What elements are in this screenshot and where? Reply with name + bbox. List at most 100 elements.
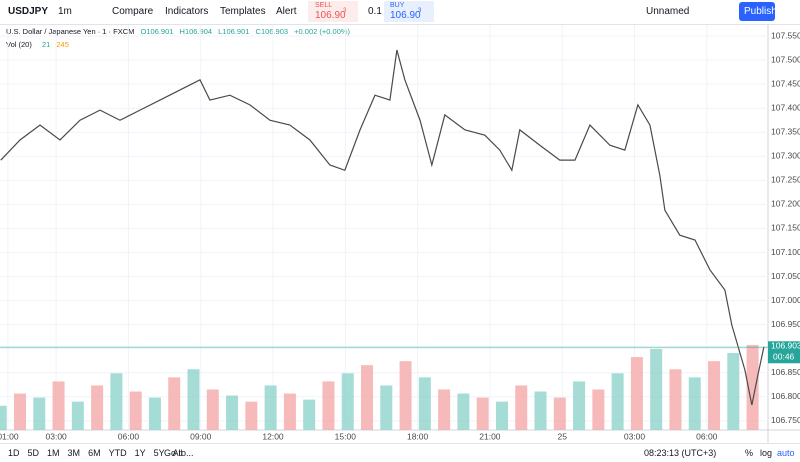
volume-bar (129, 391, 142, 430)
x-tick-label: 15:00 (335, 431, 357, 441)
vol-label: Vol (20) (6, 40, 32, 49)
publish-label: Publish (744, 6, 777, 17)
sell-label: SELL (315, 2, 333, 9)
legend-open: O106.901 (140, 27, 174, 36)
x-tick-label: 21:00 (479, 431, 501, 441)
legend-title: U.S. Dollar / Japanese Yen · 1 · FXCM (6, 27, 135, 36)
range-button[interactable]: All (172, 448, 183, 458)
y-tick-label: 107.500 (771, 54, 800, 64)
y-tick-label: 107.150 (771, 223, 800, 233)
ranges: 1D 5D 1M 3M 6M YTD 1Y 5Y All (8, 448, 191, 458)
sell-price: 106.90 (315, 10, 346, 21)
price-line (0, 49, 765, 406)
current-price-label: 106.903 (771, 341, 800, 351)
y-tick-label: 107.300 (771, 151, 800, 161)
legend-high: H106.904 (179, 27, 213, 36)
legend-change: +0.002 (+0.00%) (294, 27, 351, 36)
volume-bar (476, 397, 489, 430)
countdown: 00:46 (773, 352, 795, 362)
volume-bar (630, 357, 643, 430)
volume-bar (573, 381, 586, 430)
volume-bar (71, 401, 84, 430)
y-tick-label: 107.100 (771, 247, 800, 257)
toolbar: USDJPY 1m Compare Indicators Templates A… (0, 0, 800, 25)
alert[interactable]: Alert (276, 6, 297, 17)
clock: 08:23:13 (UTC+3) (644, 448, 717, 458)
volume-bar (361, 365, 374, 430)
chart: 106.750106.800106.850106.900106.950107.0… (0, 25, 800, 443)
goto[interactable]: Go to... (164, 448, 194, 458)
volume-bar (341, 373, 354, 430)
volume-bar (746, 344, 759, 430)
buy-label: BUY (390, 2, 405, 9)
volume-bar (688, 377, 701, 430)
volume-bar (380, 385, 393, 430)
range-button[interactable]: 3M (67, 448, 81, 458)
current-price-box (768, 341, 800, 364)
range-button[interactable]: 5Y (153, 448, 165, 458)
indicators[interactable]: Indicators (165, 6, 209, 17)
vol-ma: 245 (56, 40, 69, 49)
volume-bar (14, 393, 27, 430)
x-tick-label: 03:00 (624, 431, 646, 441)
interval[interactable]: 1m (58, 6, 72, 17)
volume-bar (0, 405, 7, 430)
symbol[interactable]: USDJPY (8, 6, 49, 17)
buy-price: 106.90 (390, 10, 421, 21)
volume-bar (592, 389, 605, 430)
volume-bar (515, 385, 528, 430)
range-button[interactable]: 5D (27, 448, 40, 458)
layout-name[interactable]: Unnamed (646, 6, 690, 17)
volume-bar (245, 401, 258, 430)
range-button[interactable]: 1Y (134, 448, 146, 458)
buy-button[interactable]: BUY 106.90 3 (384, 1, 434, 22)
percent[interactable]: % (745, 448, 754, 458)
volume-bar (52, 381, 65, 430)
vol-value: 21 (41, 40, 51, 49)
range-button[interactable]: YTD (108, 448, 127, 458)
x-tick-label: 03:00 (46, 431, 68, 441)
range-button[interactable]: 6M (88, 448, 101, 458)
templates[interactable]: Templates (220, 6, 266, 17)
volume-bar (727, 353, 740, 430)
y-tick-label: 107.000 (771, 295, 800, 305)
y-tick-label: 106.750 (771, 415, 800, 425)
publish-button[interactable]: Publish (739, 2, 777, 21)
y-tick-label: 106.950 (771, 319, 800, 329)
bottom-bar: 1D 5D 1M 3M 6M YTD 1Y 5Y All Go to... 08:23:13 (… (0, 443, 800, 462)
volume-bar (650, 349, 663, 430)
volume-bar (495, 401, 508, 430)
volume-bar (283, 393, 296, 430)
spread: 0.1 (368, 6, 382, 17)
auto[interactable]: auto (777, 448, 795, 458)
volume-bar (553, 397, 566, 430)
volume-bar (399, 361, 412, 430)
range-button[interactable]: 1D (8, 448, 20, 458)
volume-bar (322, 381, 335, 430)
volume-bar (438, 389, 451, 430)
log[interactable]: log (760, 448, 773, 458)
y-tick-label: 107.400 (771, 102, 800, 112)
range-button[interactable]: 1M (47, 448, 60, 458)
volume-bar (534, 391, 547, 430)
y-tick-label: 106.800 (771, 391, 800, 401)
volume-bar (148, 397, 161, 430)
volume-bar (418, 377, 431, 430)
compare[interactable]: Compare (112, 6, 154, 17)
y-tick-label: 106.850 (771, 367, 800, 377)
y-tick-label: 107.200 (771, 199, 800, 209)
volume-bar (91, 385, 104, 430)
sell-sup: 3 (343, 8, 347, 14)
volume-bar (33, 397, 46, 430)
y-tick-label: 107.250 (771, 175, 800, 185)
sell-button[interactable]: SELL 106.90 3 (308, 1, 358, 22)
volume-bar (226, 395, 239, 430)
volume-bar (303, 399, 316, 430)
x-tick-label: 18:00 (407, 431, 429, 441)
y-tick-label: 107.550 (771, 30, 800, 40)
volume-bar (611, 373, 624, 430)
volume-bar (264, 385, 277, 430)
buy-sup: 3 (418, 8, 422, 14)
y-tick-label: 107.450 (771, 78, 800, 88)
